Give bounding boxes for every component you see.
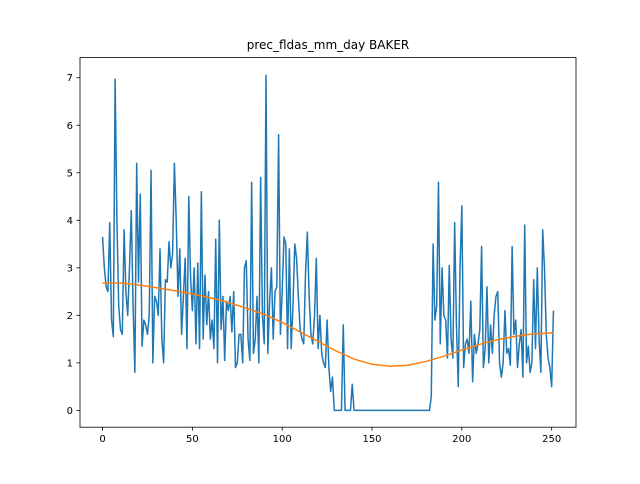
x-tick-label: 200 bbox=[452, 434, 471, 445]
y-tick-label: 4 bbox=[67, 216, 73, 227]
y-tick-label: 6 bbox=[67, 121, 73, 132]
x-tick-label: 250 bbox=[542, 434, 561, 445]
y-tick-label: 2 bbox=[67, 311, 73, 322]
y-tick-label: 1 bbox=[67, 358, 73, 369]
chart-title: prec_fldas_mm_day BAKER bbox=[247, 38, 410, 52]
y-tick-label: 3 bbox=[67, 263, 73, 274]
data-line bbox=[101, 74, 555, 412]
axes-frame bbox=[79, 57, 577, 428]
y-tick-label: 0 bbox=[67, 406, 73, 417]
x-tick-label: 50 bbox=[186, 434, 199, 445]
data-line bbox=[102, 282, 554, 367]
y-tick-label: 5 bbox=[67, 168, 73, 179]
x-tick-label: 100 bbox=[273, 434, 292, 445]
x-tick-label: 0 bbox=[99, 434, 105, 445]
y-tick-label: 7 bbox=[67, 73, 73, 84]
x-tick-label: 150 bbox=[362, 434, 381, 445]
